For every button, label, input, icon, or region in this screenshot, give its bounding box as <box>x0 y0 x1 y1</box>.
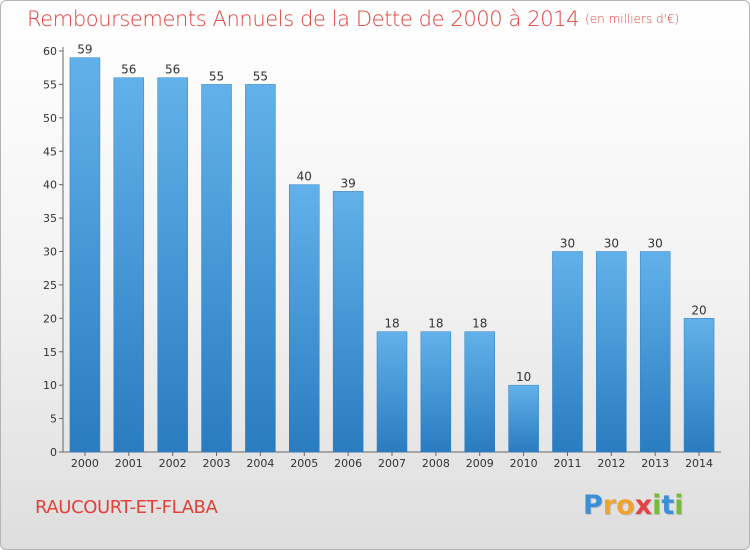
data-label-2000: 59 <box>77 43 92 57</box>
bar-2000 <box>69 57 101 453</box>
chart-title-text: Remboursements Annuels de la Dette de 20… <box>27 7 580 31</box>
bar-2005 <box>289 184 320 453</box>
logo-letter: o <box>616 490 635 521</box>
data-label-2009: 18 <box>472 317 487 331</box>
data-label-2004: 55 <box>253 69 268 83</box>
bar-2011 <box>552 251 583 453</box>
data-label-2013: 30 <box>648 237 663 251</box>
data-label-2014: 20 <box>691 303 706 317</box>
y-tick-label: 55 <box>43 78 57 91</box>
x-tick-label-2008: 2008 <box>422 457 450 470</box>
y-tick-label: 20 <box>43 312 57 325</box>
logo-letter: i <box>674 490 684 521</box>
y-tick-label: 60 <box>43 45 57 58</box>
data-label-2001: 56 <box>121 63 136 77</box>
x-tick-label-2005: 2005 <box>290 457 318 470</box>
y-tick-label: 0 <box>50 446 57 459</box>
bar-2006 <box>332 191 364 453</box>
chart-title: Remboursements Annuels de la Dette de 20… <box>27 7 679 31</box>
data-label-2012: 30 <box>604 237 619 251</box>
x-tick-label-2001: 2001 <box>115 457 143 470</box>
y-tick-label: 5 <box>50 413 57 426</box>
y-tick-label: 35 <box>43 212 57 225</box>
bar-2013 <box>639 251 671 453</box>
data-label-2006: 39 <box>340 176 355 190</box>
y-tick-label: 45 <box>43 145 57 158</box>
data-label-2008: 18 <box>428 317 443 331</box>
y-tick-label: 15 <box>43 346 57 359</box>
y-tick-label: 30 <box>43 246 57 259</box>
data-label-2010: 10 <box>516 370 531 384</box>
logo-letter: x <box>634 490 653 521</box>
logo-letter: r <box>602 490 617 521</box>
x-tick-label-2014: 2014 <box>685 457 713 470</box>
unit-note: (en milliers d'€) <box>585 12 680 26</box>
bar-2002 <box>157 77 188 453</box>
y-tick-label: 25 <box>43 279 57 292</box>
x-tick-label-2010: 2010 <box>510 457 538 470</box>
x-tick-label-2006: 2006 <box>334 457 362 470</box>
y-tick-label: 40 <box>43 179 57 192</box>
logo-letter: i <box>652 490 662 521</box>
bar-2004 <box>245 84 276 453</box>
bar-2008 <box>420 331 452 453</box>
data-label-2002: 56 <box>165 63 180 77</box>
bar-2007 <box>376 331 408 453</box>
x-tick-label-2000: 2000 <box>71 457 99 470</box>
place-name: RAUCOURT-ET-FLABA <box>35 497 218 518</box>
bar-2010 <box>508 384 539 453</box>
x-tick-label-2012: 2012 <box>597 457 625 470</box>
x-tick-label-2002: 2002 <box>159 457 187 470</box>
x-tick-label-2011: 2011 <box>553 457 581 470</box>
y-tick-label: 10 <box>43 379 57 392</box>
x-tick-label-2003: 2003 <box>203 457 231 470</box>
logo-letter: t <box>661 490 675 521</box>
x-tick-label-2013: 2013 <box>641 457 669 470</box>
data-label-2003: 55 <box>209 69 224 83</box>
data-label-2007: 18 <box>384 317 399 331</box>
bar-2014 <box>683 318 715 453</box>
x-tick-label-2007: 2007 <box>378 457 406 470</box>
data-label-2005: 40 <box>297 170 312 184</box>
y-tick-label: 50 <box>43 112 57 125</box>
proxiti-logo: Proxiti <box>583 490 684 521</box>
bar-2012 <box>596 251 627 453</box>
bar-2003 <box>201 84 232 453</box>
x-tick-label-2009: 2009 <box>466 457 494 470</box>
x-tick-label-2004: 2004 <box>246 457 274 470</box>
data-label-2011: 30 <box>560 237 575 251</box>
logo-letter: P <box>583 490 603 521</box>
bar-2001 <box>113 77 145 453</box>
bar-2009 <box>464 331 495 453</box>
